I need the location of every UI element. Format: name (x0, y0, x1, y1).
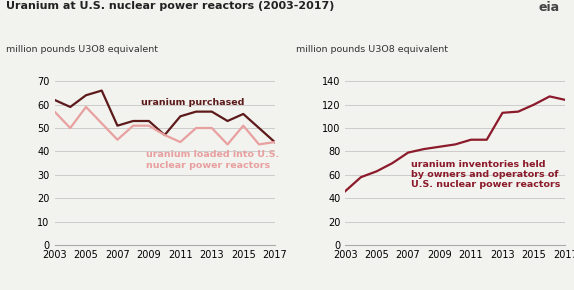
Text: eia: eia (538, 1, 560, 14)
Text: million pounds U3O8 equivalent: million pounds U3O8 equivalent (6, 45, 158, 54)
Text: uranium purchased: uranium purchased (141, 97, 245, 107)
Text: uranium inventories held
by owners and operators of
U.S. nuclear power reactors: uranium inventories held by owners and o… (411, 160, 561, 189)
Text: Uranium at U.S. nuclear power reactors (2003-2017): Uranium at U.S. nuclear power reactors (… (6, 1, 334, 11)
Text: million pounds U3O8 equivalent: million pounds U3O8 equivalent (296, 45, 448, 54)
Text: uranium loaded into U.S.
nuclear power reactors: uranium loaded into U.S. nuclear power r… (146, 150, 279, 170)
